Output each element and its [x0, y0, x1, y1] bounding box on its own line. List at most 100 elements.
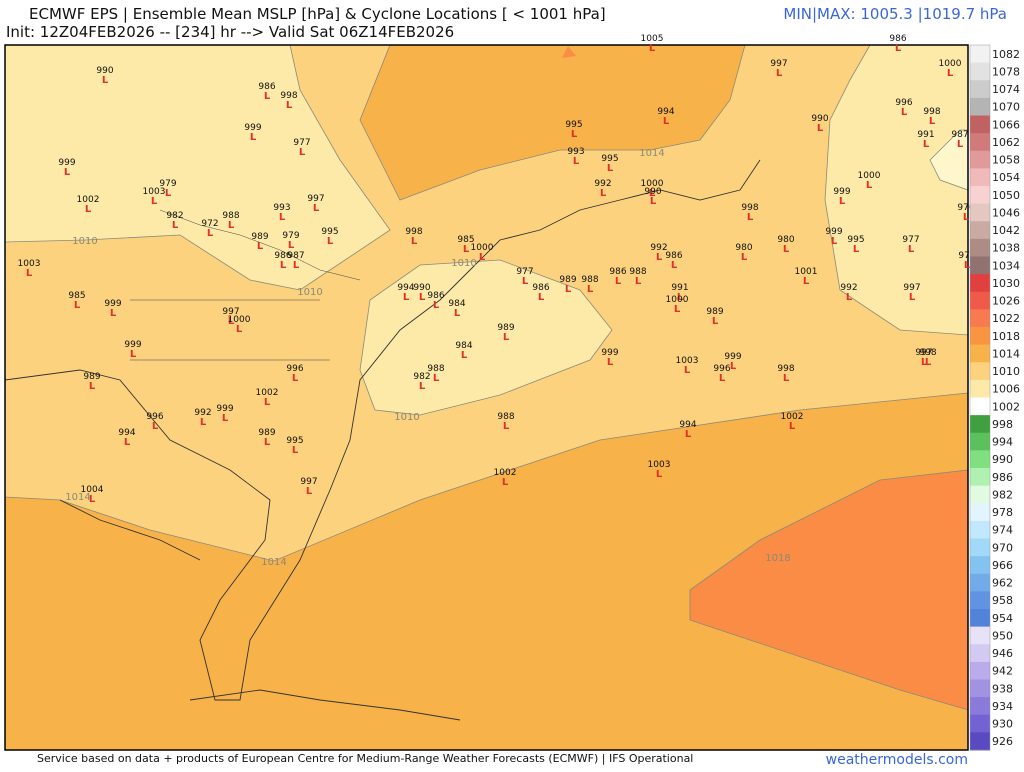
colorbar-label: 974: [992, 524, 1013, 537]
cyclone-marker: L: [719, 373, 726, 384]
cyclone-pressure: 989: [706, 307, 723, 317]
cyclone-marker: L: [403, 292, 410, 303]
cyclone-marker: L: [957, 139, 964, 150]
cyclone-pressure: 999: [825, 227, 842, 237]
cyclone-marker: L: [503, 421, 510, 432]
colorbar-swatch: [970, 450, 990, 469]
cyclone-marker: L: [419, 381, 426, 392]
cyclone-marker: L: [288, 240, 295, 251]
cyclone-pressure: 1002: [77, 195, 100, 205]
colorbar-label: 1026: [992, 295, 1020, 308]
cyclone-pressure: 980: [735, 243, 752, 253]
cyclone-marker: L: [124, 437, 131, 448]
cyclone-pressure: 997: [300, 477, 317, 487]
coastline: [59, 499, 201, 561]
colorbar-label: 1046: [992, 206, 1020, 219]
cyclone-marker: L: [656, 469, 663, 480]
cyclone-pressure: 986: [665, 251, 682, 261]
cyclone-marker: L: [280, 260, 287, 271]
coastline: [189, 689, 461, 721]
colorbar-swatch: [970, 256, 990, 275]
cyclone-marker: L: [292, 445, 299, 456]
cyclone-marker: L: [853, 244, 860, 255]
cyclone-marker: L: [222, 413, 229, 424]
cyclone-pressure: 990: [413, 283, 430, 293]
cyclone-pressure: 995: [601, 154, 618, 164]
cyclone-marker: L: [565, 284, 572, 295]
colorbar-swatch: [970, 556, 990, 575]
colorbar-label: 966: [992, 559, 1013, 572]
site-name: weathermodels.com: [826, 752, 968, 768]
cyclone-pressure: 977: [902, 235, 919, 245]
cyclone-marker: L: [901, 107, 908, 118]
colorbar-label: 1082: [992, 48, 1020, 61]
cyclone-pressure: 992: [650, 243, 667, 253]
colorbar-swatch: [970, 80, 990, 99]
cyclone-marker: L: [236, 324, 243, 335]
cyclone-pressure: 1000: [228, 315, 251, 325]
colorbar-swatch: [970, 644, 990, 663]
cyclone-pressure: 993: [567, 147, 584, 157]
cyclone-marker: L: [130, 349, 137, 360]
cyclone-pressure: 996: [146, 412, 163, 422]
cyclone-pressure: 979: [282, 231, 299, 241]
isobar-label: 1010: [451, 258, 476, 269]
cyclone-marker: L: [110, 308, 117, 319]
cyclone-marker: L: [607, 163, 614, 174]
cyclone-marker: L: [264, 397, 271, 408]
cyclone-pressure: 986: [609, 267, 626, 277]
colorbar-swatch: [970, 97, 990, 116]
cyclone-marker: L: [292, 373, 299, 384]
colorbar-label: 1018: [992, 330, 1020, 343]
colorbar-label: 1022: [992, 312, 1020, 325]
cyclone-marker: L: [327, 236, 334, 247]
colorbar-label: 1042: [992, 224, 1020, 237]
colorbar-swatch: [970, 397, 990, 416]
colorbar-swatch: [970, 274, 990, 293]
cyclone-marker: L: [650, 196, 657, 207]
cyclone-pressure: 994: [397, 283, 414, 293]
cyclone-marker: L: [463, 244, 470, 255]
pressure-below-1010: [4, 44, 391, 291]
colorbar-label: 970: [992, 541, 1013, 554]
cyclone-pressure: 989: [559, 275, 576, 285]
colorbar-label: 1070: [992, 101, 1020, 114]
colorbar-label: 958: [992, 594, 1013, 607]
cyclone-marker: L: [26, 268, 33, 279]
cyclone-marker: L: [207, 228, 214, 239]
cyclone-marker: L: [102, 75, 109, 86]
cyclone-marker: L: [571, 129, 578, 140]
colorbar-swatch: [970, 626, 990, 645]
cyclone-marker: L: [925, 357, 932, 368]
cyclone-marker: L: [165, 188, 172, 199]
colorbar-label: 998: [992, 418, 1013, 431]
map-border: [4, 44, 969, 751]
colorbar-label: 1034: [992, 259, 1020, 272]
colorbar-swatch: [970, 714, 990, 733]
cyclone-marker: L: [279, 212, 286, 223]
colorbar-border: [969, 44, 991, 751]
cyclone-marker: L: [64, 167, 71, 178]
colorbar-swatch: [970, 221, 990, 240]
colorbar-label: 1054: [992, 171, 1020, 184]
colorbar-swatch: [970, 327, 990, 346]
cyclone-marker: L: [200, 417, 207, 428]
colorbar-swatch: [970, 344, 990, 363]
cyclone-marker: L: [503, 332, 510, 343]
colorbar-swatch: [970, 238, 990, 257]
cyclone-pressure: 986: [258, 82, 275, 92]
colorbar-swatch: [970, 150, 990, 169]
cyclone-pressure: 1000: [666, 295, 689, 305]
cyclone-pressure: 985: [457, 235, 474, 245]
cyclone-marker: L: [895, 43, 902, 54]
cyclone-marker: L: [677, 292, 684, 303]
cyclone-marker: L: [250, 132, 257, 143]
cyclone-pressure: 996: [713, 364, 730, 374]
cyclone-marker: L: [313, 203, 320, 214]
colorbar-label: 962: [992, 577, 1013, 590]
cyclone-marker: L: [257, 241, 264, 252]
colorbar-swatch: [970, 661, 990, 680]
cyclone-marker: L: [923, 139, 930, 150]
colorbar-swatch: [970, 168, 990, 187]
cyclone-pressure: 986: [274, 251, 291, 261]
